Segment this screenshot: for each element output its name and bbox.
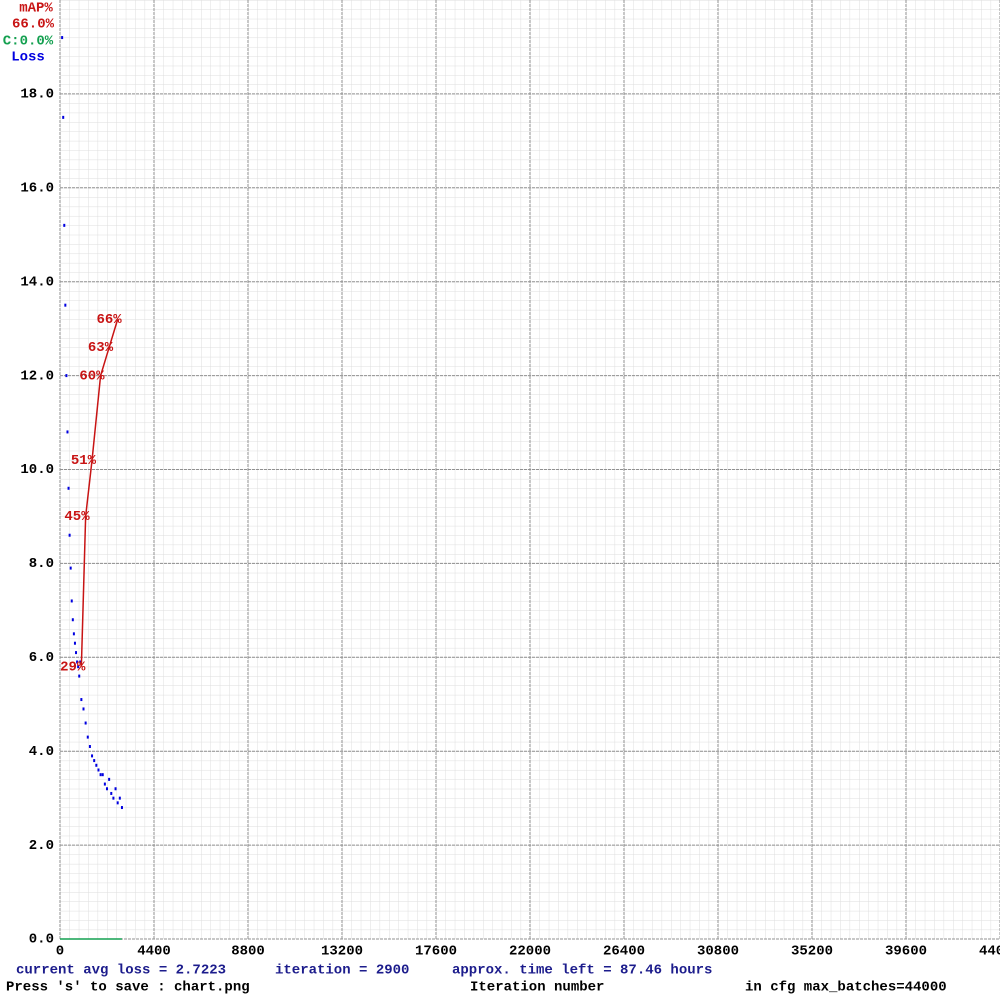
y-tick-label: 18.0 xyxy=(20,87,54,103)
legend-map: mAP% xyxy=(19,1,53,17)
status-time: approx. time left = 87.46 hours xyxy=(452,963,712,979)
status-save: Press 's' to save : chart.png xyxy=(6,980,250,996)
loss-point xyxy=(77,665,80,669)
y-tick-label: 4.0 xyxy=(29,744,54,760)
map-label: 63% xyxy=(88,340,114,356)
loss-point xyxy=(110,791,113,795)
legend-accuracy: C:0.0% xyxy=(3,34,54,50)
loss-point xyxy=(72,632,75,636)
loss-point xyxy=(118,796,121,800)
y-tick-label: 10.0 xyxy=(20,462,54,478)
loss-point xyxy=(106,787,108,791)
status-iteration: iteration = 2900 xyxy=(275,963,409,979)
x-tick-label: 4400 xyxy=(137,944,171,960)
y-tick-label: 6.0 xyxy=(29,650,54,666)
loss-point xyxy=(78,674,81,678)
x-tick-label: 0 xyxy=(56,944,64,960)
map-label: 29% xyxy=(60,659,86,675)
map-label: 60% xyxy=(79,368,105,384)
x-tick-label: 22000 xyxy=(509,944,551,960)
x-tick-label: 8800 xyxy=(231,944,265,960)
loss-point xyxy=(88,745,91,749)
plot: 0.0 2.0 4.0 6.0 8.0 10.0 12.0 14.0 16.0 18.0 0 4400… xyxy=(20,0,1000,960)
loss-point xyxy=(103,782,106,786)
map-line xyxy=(80,319,119,667)
x-tick-label: 39600 xyxy=(885,944,927,960)
loss-point xyxy=(95,763,98,767)
loss-point xyxy=(70,599,73,603)
loss-point xyxy=(93,759,96,763)
x-tick-label: 44000 xyxy=(979,944,1000,960)
loss-point xyxy=(73,641,76,645)
y-tick-label: 8.0 xyxy=(29,556,54,572)
x-tick-label: 35200 xyxy=(791,944,833,960)
loss-point xyxy=(67,486,70,490)
y-tick-label: 16.0 xyxy=(20,181,54,197)
legend-loss: Loss xyxy=(11,50,45,66)
y-tick-label: 2.0 xyxy=(29,838,54,854)
loss-point xyxy=(120,806,123,810)
loss-point xyxy=(69,566,72,570)
loss-point xyxy=(84,721,87,725)
x-tick-label: 26400 xyxy=(603,944,645,960)
map-label: 66% xyxy=(96,312,122,328)
x-tick-label: 13200 xyxy=(321,944,363,960)
y-tick-label: 14.0 xyxy=(20,274,54,290)
loss-point xyxy=(75,651,78,655)
loss-point xyxy=(116,801,119,805)
loss-point xyxy=(99,773,102,777)
loss-point xyxy=(68,533,71,537)
loss-point xyxy=(82,707,85,711)
loss-point xyxy=(63,223,66,227)
loss-point xyxy=(114,787,117,791)
loss-point xyxy=(71,618,74,622)
x-tick-label: 17600 xyxy=(415,944,457,960)
loss-point xyxy=(97,768,100,772)
loss-point xyxy=(108,777,111,781)
map-label: 51% xyxy=(71,453,97,469)
loss-point xyxy=(65,374,68,378)
loss-point xyxy=(101,773,104,777)
loss-point xyxy=(91,754,94,758)
y-tick-label: 12.0 xyxy=(20,368,54,384)
x-axis-label: Iteration number xyxy=(470,980,604,996)
loss-point xyxy=(79,660,82,664)
loss-point xyxy=(61,36,64,40)
loss-point xyxy=(62,115,65,119)
loss-point xyxy=(66,430,69,434)
status-loss: current avg loss = 2.7223 xyxy=(16,963,226,979)
loss-point xyxy=(112,796,115,800)
loss-point xyxy=(80,698,83,702)
x-tick-label: 30800 xyxy=(697,944,739,960)
loss-point xyxy=(64,303,67,307)
status-cfg: in cfg max_batches=44000 xyxy=(745,980,947,996)
y-tick-label: 0.0 xyxy=(29,932,54,948)
loss-point xyxy=(76,660,79,664)
map-label: 45% xyxy=(64,509,90,525)
legend-map-value: 66.0% xyxy=(12,17,55,33)
loss-point xyxy=(86,735,89,739)
